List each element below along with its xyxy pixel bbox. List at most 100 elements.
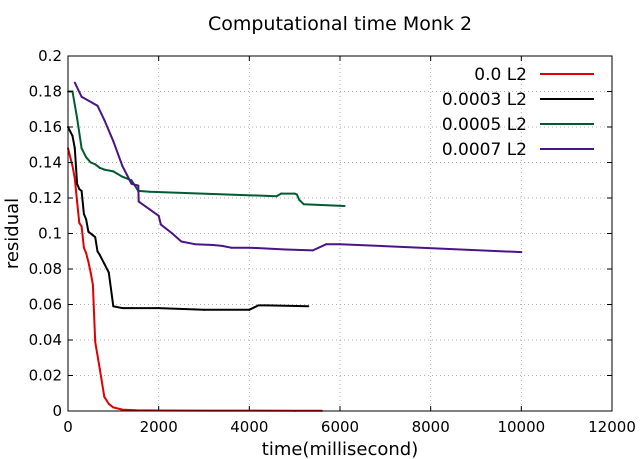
series-point	[121, 175, 124, 178]
series-point	[73, 81, 76, 84]
x-tick-label: 2000	[140, 418, 178, 436]
legend-label: 0.0007 L2	[442, 140, 527, 160]
series-point	[96, 104, 99, 107]
series-point	[284, 248, 287, 251]
legend-label: 0.0 L2	[474, 65, 527, 85]
series-point	[107, 271, 110, 274]
y-tick-label: 0.04	[29, 331, 62, 349]
series-point	[80, 147, 83, 150]
y-axis-label: residual	[2, 198, 23, 269]
x-tick-label: 10000	[497, 418, 545, 436]
series-point	[89, 232, 92, 235]
series-point	[89, 271, 92, 274]
series-point	[159, 223, 162, 226]
series-point	[85, 252, 88, 255]
series-point	[103, 395, 106, 398]
series-point	[71, 134, 74, 137]
series-point	[89, 161, 92, 164]
series-point	[94, 236, 97, 239]
series-point	[112, 140, 115, 143]
series-point	[71, 165, 74, 168]
y-tick-label: 0.2	[38, 47, 62, 65]
series-point	[112, 406, 115, 409]
series-point	[343, 204, 346, 207]
series-point	[85, 156, 88, 159]
series-point	[107, 402, 110, 405]
series-point	[302, 203, 305, 206]
series-point	[121, 408, 124, 411]
series-point	[293, 192, 296, 195]
series-point	[96, 250, 99, 253]
y-tick-label: 0.12	[29, 189, 62, 207]
series-point	[221, 244, 224, 247]
y-tick-label: 0	[52, 402, 62, 420]
x-tick-label: 0	[63, 418, 73, 436]
series-point	[94, 340, 97, 343]
series-point	[212, 244, 215, 247]
series-point	[298, 198, 301, 201]
series-point	[193, 243, 196, 246]
y-tick-label: 0.1	[38, 225, 62, 243]
series-point	[275, 195, 278, 198]
series-point	[98, 253, 101, 256]
y-tick-label: 0.06	[29, 296, 62, 314]
series-point	[76, 200, 79, 203]
series-line	[67, 148, 322, 412]
series-point	[203, 308, 205, 311]
series-point	[248, 308, 251, 311]
x-axis-label: time(millisecond)	[262, 439, 418, 459]
series-point	[325, 243, 328, 246]
series-point	[82, 246, 85, 249]
y-tick-label: 0.18	[29, 83, 62, 101]
series-line	[68, 90, 345, 207]
y-tick-label: 0.16	[29, 118, 62, 136]
series-point	[82, 212, 85, 215]
series-point	[520, 251, 523, 254]
series-point	[157, 214, 160, 217]
series-point	[76, 117, 79, 120]
series-point	[73, 147, 76, 150]
series-point	[157, 307, 160, 310]
series-point	[87, 260, 90, 263]
series-point	[91, 283, 94, 286]
series-point	[311, 249, 314, 252]
series-point	[137, 200, 140, 203]
legend: 0.0 L2 0.0003 L2 0.0005 L2 0.0007 L2	[442, 65, 594, 160]
series-point	[94, 163, 97, 166]
grid	[67, 55, 613, 412]
series-point	[103, 262, 106, 265]
series-point	[130, 182, 133, 185]
series-point	[295, 193, 298, 196]
x-tick-label: 8000	[412, 418, 450, 436]
series-point	[80, 225, 83, 228]
series-point	[85, 218, 88, 221]
y-tick-label: 0.02	[29, 367, 62, 385]
series-point	[266, 304, 269, 307]
series-point	[130, 307, 133, 310]
series-point	[257, 304, 260, 307]
series-point	[180, 240, 183, 243]
legend-label: 0.0003 L2	[442, 90, 527, 110]
series-point	[339, 243, 341, 246]
axis-ticks: 0 2000 4000 6000 8000 10000 12000 0 0.02 0.04 0.06…	[29, 47, 636, 436]
series-point	[87, 230, 90, 233]
series-point	[121, 165, 124, 168]
series-point	[103, 118, 106, 121]
series-point	[98, 367, 101, 370]
x-tick-label: 4000	[230, 418, 268, 436]
series-point	[171, 232, 174, 235]
series-point	[80, 95, 83, 98]
series-point	[91, 234, 94, 237]
series-point	[76, 182, 79, 185]
x-tick-label: 12000	[588, 418, 636, 436]
series-point	[148, 190, 151, 193]
series-point	[307, 305, 310, 308]
series-point	[121, 307, 124, 310]
series-point	[112, 305, 115, 308]
chart-title: Computational time Monk 2	[208, 13, 472, 35]
series-point	[112, 170, 115, 173]
series-line	[67, 126, 309, 311]
series-point	[80, 189, 83, 192]
series-point	[103, 168, 106, 171]
y-tick-label: 0.14	[29, 154, 62, 172]
